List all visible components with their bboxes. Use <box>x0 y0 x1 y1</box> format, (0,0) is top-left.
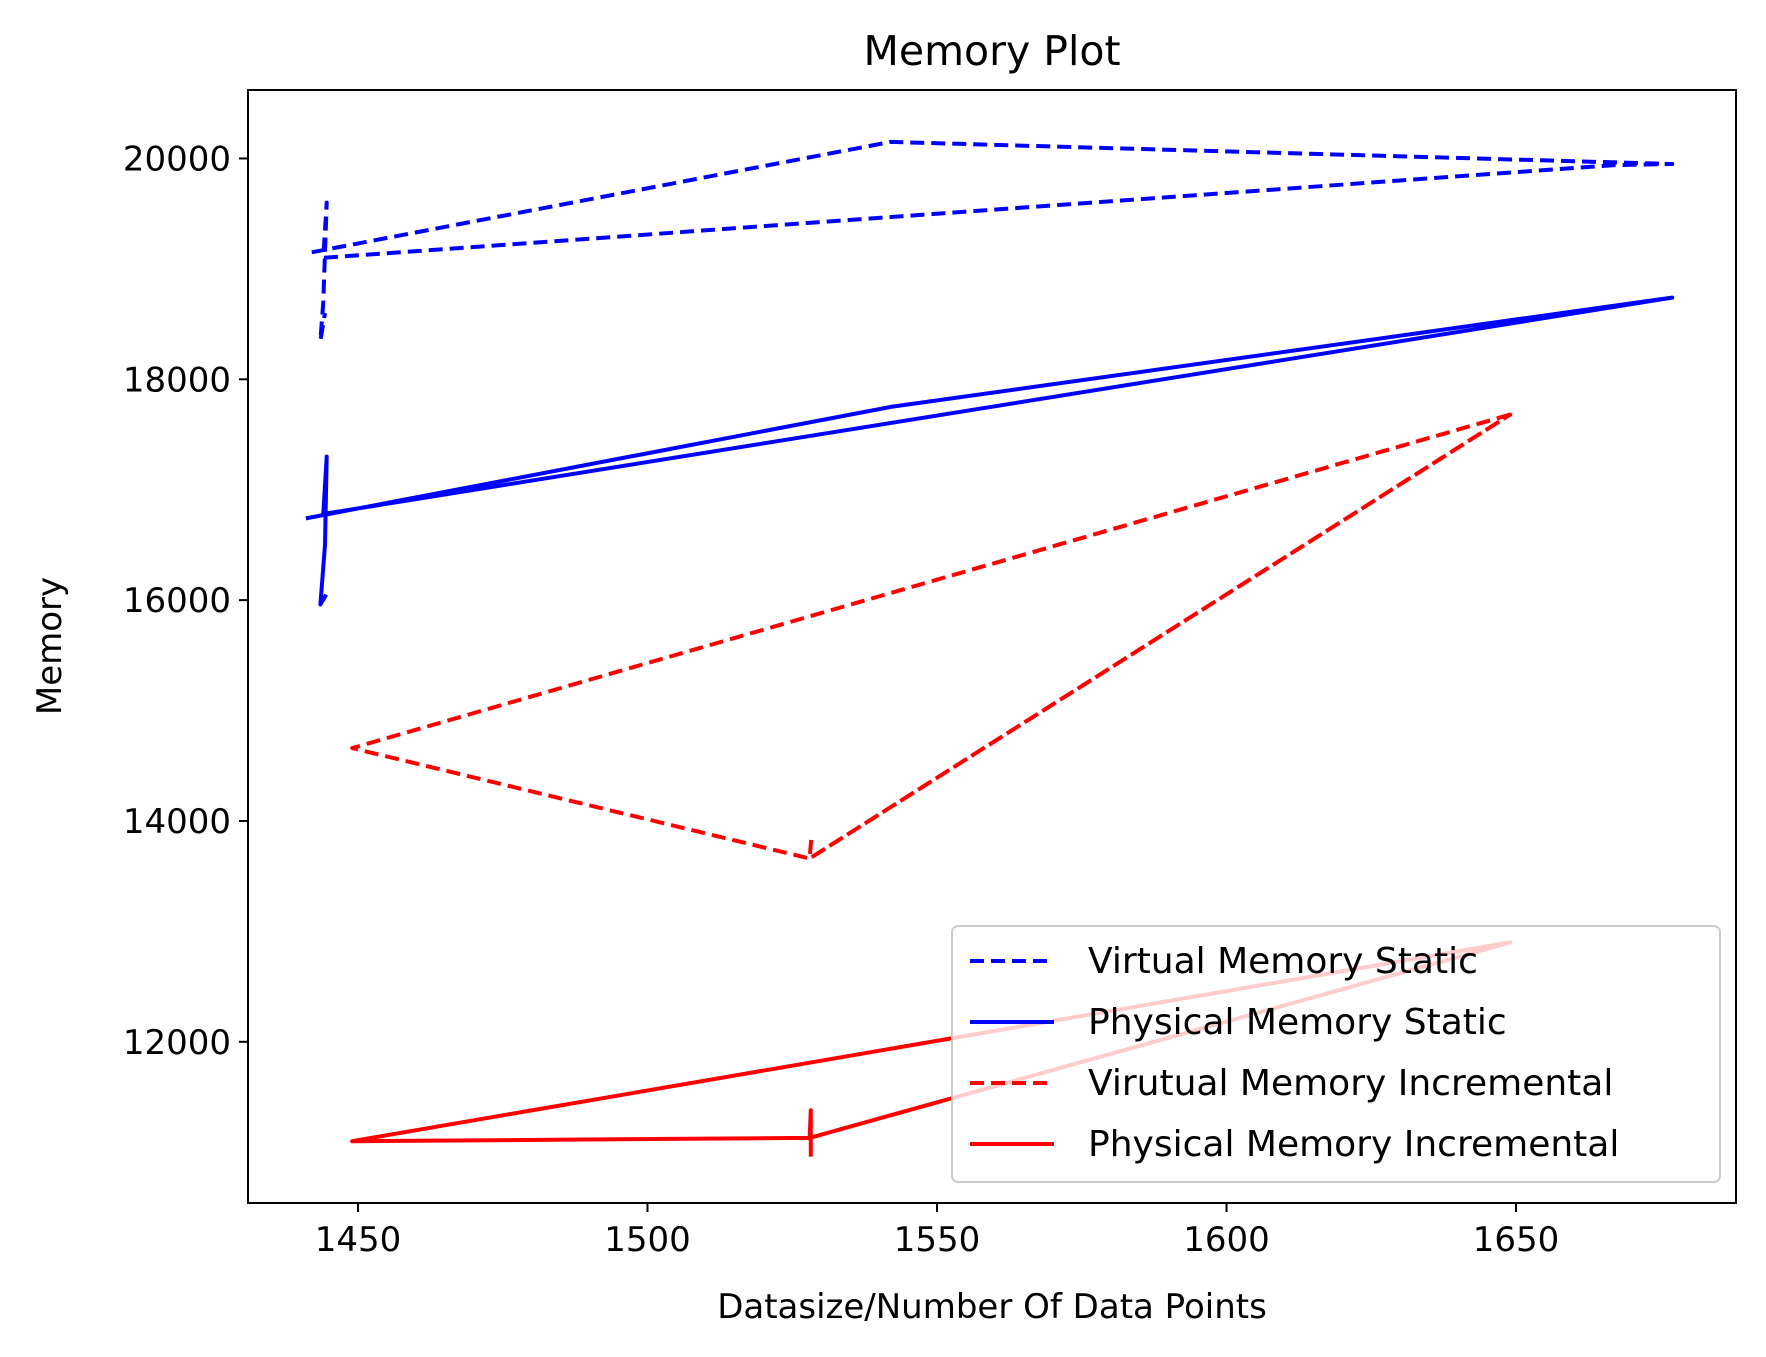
y-tick-label: 20000 <box>123 139 231 179</box>
chart-title: Memory Plot <box>863 27 1120 75</box>
y-tick-label: 12000 <box>123 1023 231 1063</box>
y-tick-label: 16000 <box>123 581 231 621</box>
x-axis-label: Datasize/Number Of Data Points <box>717 1287 1267 1327</box>
legend-label-physical-memory-incremental: Physical Memory Incremental <box>1088 1124 1619 1165</box>
y-tick-label: 18000 <box>123 360 231 400</box>
plot-area-frame <box>247 89 1737 1204</box>
x-tick-label: 1450 <box>315 1220 402 1260</box>
legend-label-virtual-memory-static: Virtual Memory Static <box>1088 941 1478 982</box>
y-tick-label: 14000 <box>123 802 231 842</box>
legend-frame <box>951 925 1721 1183</box>
legend-label-physical-memory-static: Physical Memory Static <box>1088 1002 1507 1043</box>
y-axis-ticks: 12000 14000 16000 18000 20000 <box>123 139 248 1063</box>
y-axis-label: Memory <box>30 577 70 715</box>
series-line-virtual-memory-static <box>311 139 1675 343</box>
x-tick-label: 1650 <box>1473 1220 1560 1260</box>
x-tick-label: 1600 <box>1183 1220 1270 1260</box>
x-tick-label: 1500 <box>604 1220 691 1260</box>
series-line-physical-memory-static <box>305 295 1675 607</box>
x-axis-ticks: 1450 1500 1550 1600 1650 <box>315 1203 1560 1260</box>
x-tick-label: 1550 <box>894 1220 981 1260</box>
legend: Virtual Memory Static Physical Memory St… <box>951 925 1721 1183</box>
legend-label-virutual-memory-incremental: Virutual Memory Incremental <box>1088 1063 1613 1104</box>
series-line-virutual-memory-incremental <box>350 412 1513 861</box>
